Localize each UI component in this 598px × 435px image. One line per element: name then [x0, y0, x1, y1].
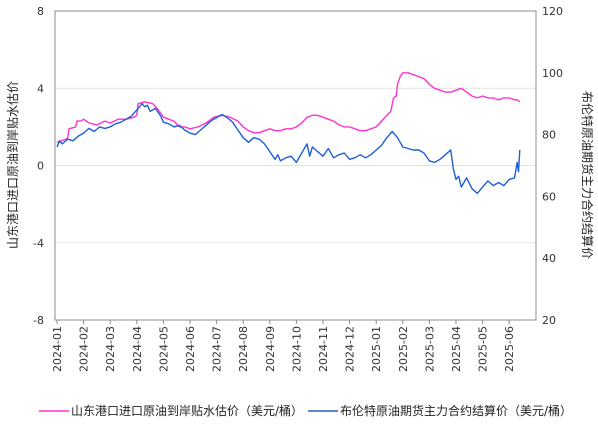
x-tick-label: 2024-12	[344, 326, 357, 372]
left-tick-label: 0	[37, 160, 44, 173]
series-layer	[56, 72, 521, 194]
left-tick-label: 4	[37, 82, 44, 95]
plot-area	[54, 10, 537, 321]
x-tick-label: 2024-10	[290, 326, 303, 372]
right-tick-label: 20	[542, 314, 556, 327]
x-tick-label: 2024-02	[78, 326, 91, 372]
x-tick-label: 2024-07	[211, 326, 224, 372]
left-tick-label: -4	[33, 237, 44, 250]
grid-lines	[55, 10, 536, 321]
x-axis-ticks: 2024-01 2024-02 2024-03 2024-04 2024-05 2024-…	[51, 320, 516, 372]
legend: 山东港口进口原油到岸贴水估价（美元/桶） 布伦特原油期货主力合约结算价（美元/桶…	[39, 403, 572, 418]
left-axis-ticks: 8 4 0 -4 -8	[33, 5, 44, 327]
x-tick-label: 2024-05	[157, 326, 170, 372]
x-tick-label: 2025-01	[370, 326, 383, 372]
x-tick-label: 2025-05	[477, 326, 490, 372]
left-tick-label: 8	[37, 5, 44, 18]
x-tick-label: 2024-04	[131, 326, 144, 372]
x-tick-label: 2024-09	[264, 326, 277, 372]
right-tick-label: 80	[542, 129, 556, 142]
right-tick-label: 120	[542, 5, 563, 18]
legend-label-brent: 布伦特原油期货主力合约结算价（美元/桶）	[340, 403, 572, 418]
right-tick-label: 40	[542, 252, 556, 265]
x-tick-label: 2025-04	[450, 326, 463, 372]
x-tick-label: 2024-03	[104, 326, 117, 372]
x-tick-label: 2025-02	[397, 326, 410, 372]
right-tick-label: 100	[542, 67, 563, 80]
x-tick-label: 2025-03	[423, 326, 436, 372]
right-tick-label: 60	[542, 190, 556, 203]
x-tick-label: 2024-01	[51, 326, 64, 372]
x-tick-label: 2025-06	[503, 326, 516, 372]
series-line-brent	[56, 103, 521, 194]
x-tick-label: 2024-11	[317, 326, 330, 372]
x-tick-label: 2024-08	[237, 326, 250, 372]
left-axis-title: 山东港口进口原油到岸贴水估价	[6, 81, 20, 249]
x-tick-label: 2024-06	[184, 326, 197, 372]
legend-label-shandong: 山东港口进口原油到岸贴水估价（美元/桶）	[71, 403, 303, 418]
left-tick-label: -8	[33, 314, 44, 327]
right-axis-title: 布伦特原油期货主力合约结算价	[580, 91, 595, 259]
right-axis-ticks: 120 100 80 60 40 20	[542, 5, 563, 327]
series-line-shandong	[56, 72, 521, 143]
